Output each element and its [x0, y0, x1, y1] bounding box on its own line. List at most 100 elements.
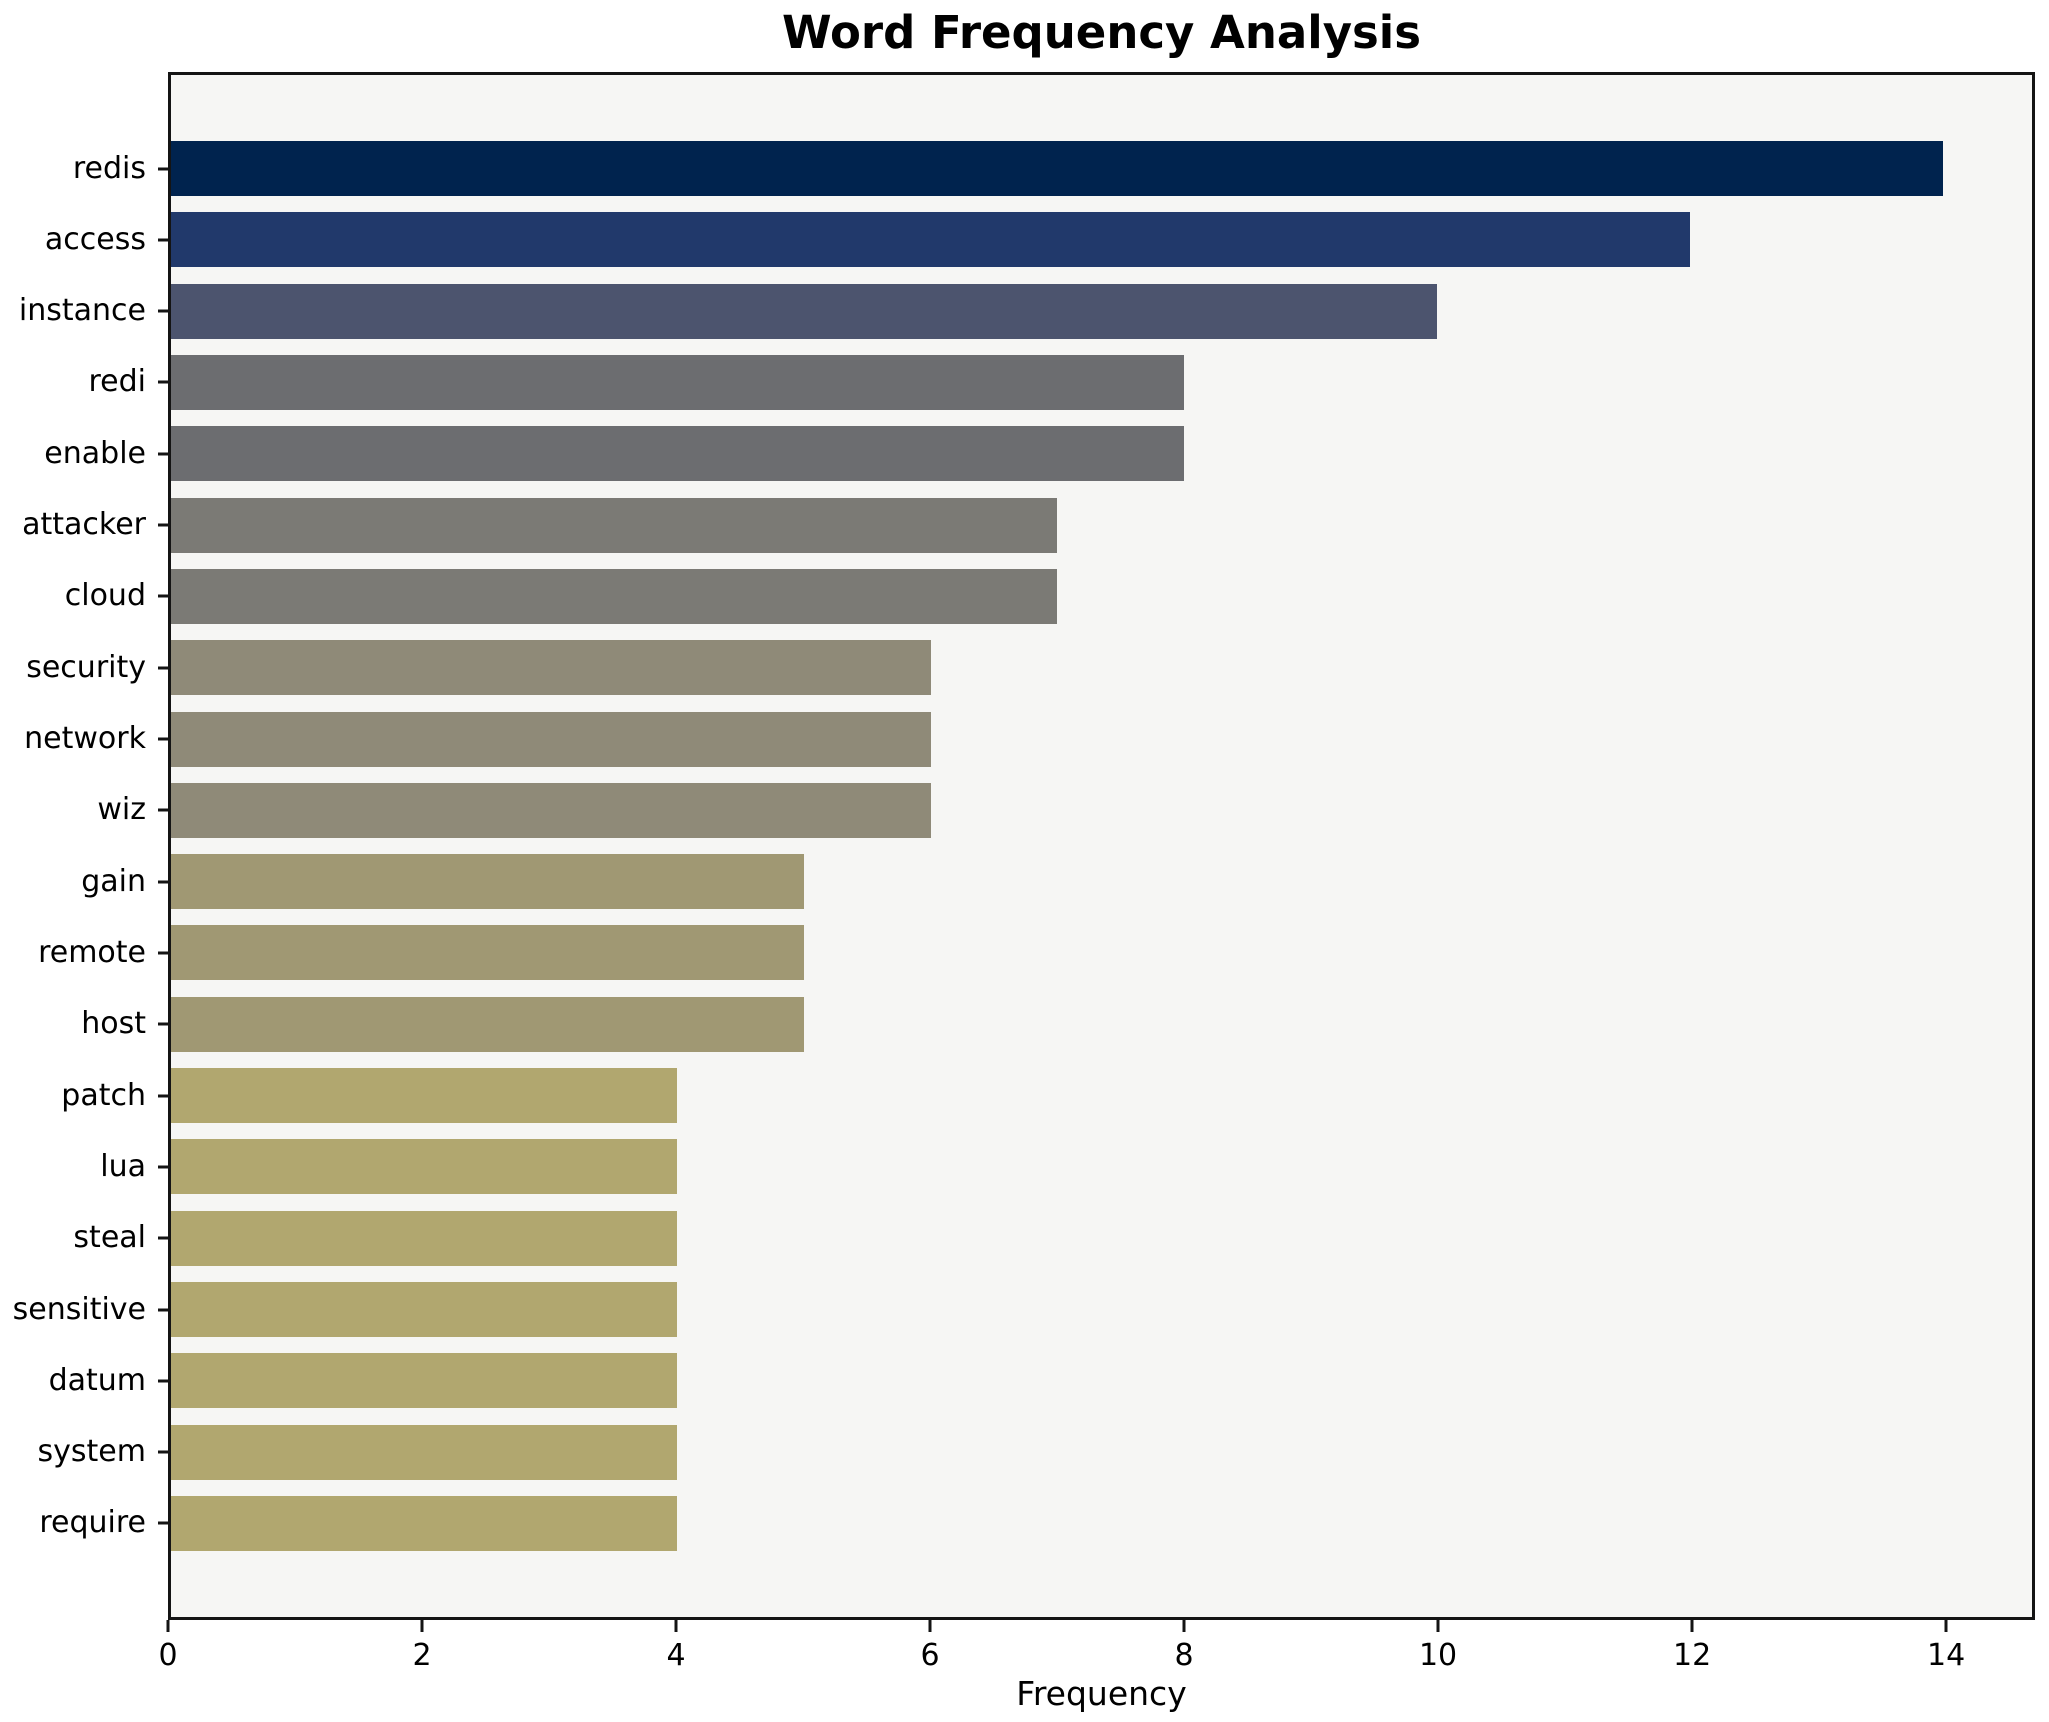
y-tick-mark — [158, 1022, 168, 1026]
y-axis-labels: redis access instance redi enable attacker clo… — [0, 75, 168, 1617]
y-tick-mark — [158, 309, 168, 313]
y-tick-row: cloud — [0, 569, 168, 624]
bar-host — [171, 996, 804, 1052]
y-tick-label: require — [39, 1505, 146, 1541]
y-tick-row: lua — [0, 1139, 168, 1194]
y-tick-row: host — [0, 997, 168, 1052]
y-tick-mark — [158, 167, 168, 170]
x-tick-mark — [1436, 1620, 1440, 1632]
y-tick-label: redi — [88, 364, 146, 400]
x-tick-mark — [1182, 1620, 1186, 1632]
bar-cloud — [171, 568, 1058, 624]
y-tick-mark — [158, 808, 168, 812]
y-tick-mark — [158, 238, 168, 242]
bar-row — [171, 854, 2032, 910]
bar-row — [171, 212, 2032, 268]
y-tick-row: gain — [0, 854, 168, 909]
y-tick-mark — [158, 1521, 168, 1525]
y-tick-row: network — [0, 712, 168, 767]
bar-enable — [171, 426, 1184, 482]
y-tick-label: remote — [38, 934, 146, 970]
bar-row — [171, 141, 2032, 196]
y-tick-mark — [158, 1450, 168, 1454]
bar-datum — [171, 1353, 678, 1409]
bar-system — [171, 1424, 678, 1480]
bar-row — [171, 283, 2032, 339]
y-tick-label: network — [24, 721, 146, 756]
y-tick-mark — [158, 594, 168, 598]
y-tick-mark — [158, 452, 168, 456]
bar-row — [171, 497, 2032, 553]
y-tick-row: steal — [0, 1211, 168, 1266]
y-tick-row: security — [0, 640, 168, 695]
bar-network — [171, 711, 931, 767]
y-tick-label: redis — [72, 150, 146, 186]
x-tick-mark — [420, 1620, 424, 1632]
y-tick-label: gain — [81, 863, 146, 899]
bar-row — [171, 640, 2032, 696]
y-tick-label: cloud — [64, 578, 146, 614]
bar-lua — [171, 1139, 678, 1195]
bar-row — [171, 996, 2032, 1052]
x-tick-label: 0 — [158, 1638, 178, 1673]
plot-area — [168, 72, 2035, 1620]
bar-instance — [171, 283, 1437, 339]
bar-access — [171, 212, 1691, 268]
y-tick-label: security — [26, 649, 146, 685]
chart-title: Word Frequency Analysis — [781, 6, 1422, 59]
x-tick-label: 10 — [1418, 1638, 1458, 1673]
x-tick-label: 12 — [1672, 1638, 1712, 1673]
bar-attacker — [171, 497, 1058, 553]
y-tick-label: instance — [18, 293, 146, 329]
bar-row — [171, 354, 2032, 410]
bar-row — [171, 426, 2032, 482]
bar-row — [171, 711, 2032, 767]
y-tick-label: lua — [100, 1148, 146, 1184]
y-tick-mark — [158, 523, 168, 527]
y-tick-label: sensitive — [12, 1291, 146, 1327]
y-tick-row: datum — [0, 1353, 168, 1408]
bar-sensitive — [171, 1282, 678, 1337]
x-axis-label: Frequency — [1016, 1674, 1187, 1713]
y-tick-mark — [158, 1236, 168, 1240]
y-tick-mark — [158, 1094, 168, 1098]
bar-row — [171, 1424, 2032, 1480]
y-tick-label: host — [81, 1006, 146, 1042]
y-tick-mark — [158, 1379, 168, 1383]
y-tick-row: redi — [0, 355, 168, 410]
bar-remote — [171, 925, 804, 981]
y-tick-row: redis — [0, 141, 168, 196]
bar-row — [171, 1282, 2032, 1337]
y-tick-row: remote — [0, 925, 168, 980]
y-tick-label: enable — [44, 435, 146, 471]
bar-row — [171, 1068, 2032, 1124]
y-tick-mark — [158, 1165, 168, 1169]
bar-redi — [171, 354, 1184, 410]
y-tick-row: require — [0, 1496, 168, 1551]
y-tick-label: system — [37, 1434, 146, 1470]
y-tick-label: access — [44, 221, 146, 257]
bar-row — [171, 925, 2032, 981]
x-tick-mark — [674, 1620, 678, 1632]
y-tick-mark — [158, 737, 168, 741]
y-tick-row: system — [0, 1425, 168, 1480]
x-tick-label: 6 — [920, 1638, 940, 1673]
x-tick-label: 14 — [1927, 1638, 1966, 1673]
bar-security — [171, 640, 931, 696]
y-tick-label: attacker — [22, 507, 146, 543]
bar-patch — [171, 1068, 678, 1124]
bar-row — [171, 782, 2032, 838]
x-tick-mark — [1944, 1620, 1948, 1632]
bar-require — [171, 1495, 678, 1551]
y-tick-row: access — [0, 212, 168, 267]
bar-row — [171, 1353, 2032, 1409]
y-tick-row: attacker — [0, 498, 168, 553]
x-axis: 0 2 4 6 8 10 12 14 — [158, 1620, 2035, 1680]
x-tick-mark — [166, 1620, 170, 1632]
y-tick-row: enable — [0, 426, 168, 481]
y-tick-row: wiz — [0, 783, 168, 838]
y-tick-row: sensitive — [0, 1282, 168, 1337]
y-tick-label: wiz — [97, 792, 146, 828]
y-tick-label: datum — [48, 1362, 146, 1398]
